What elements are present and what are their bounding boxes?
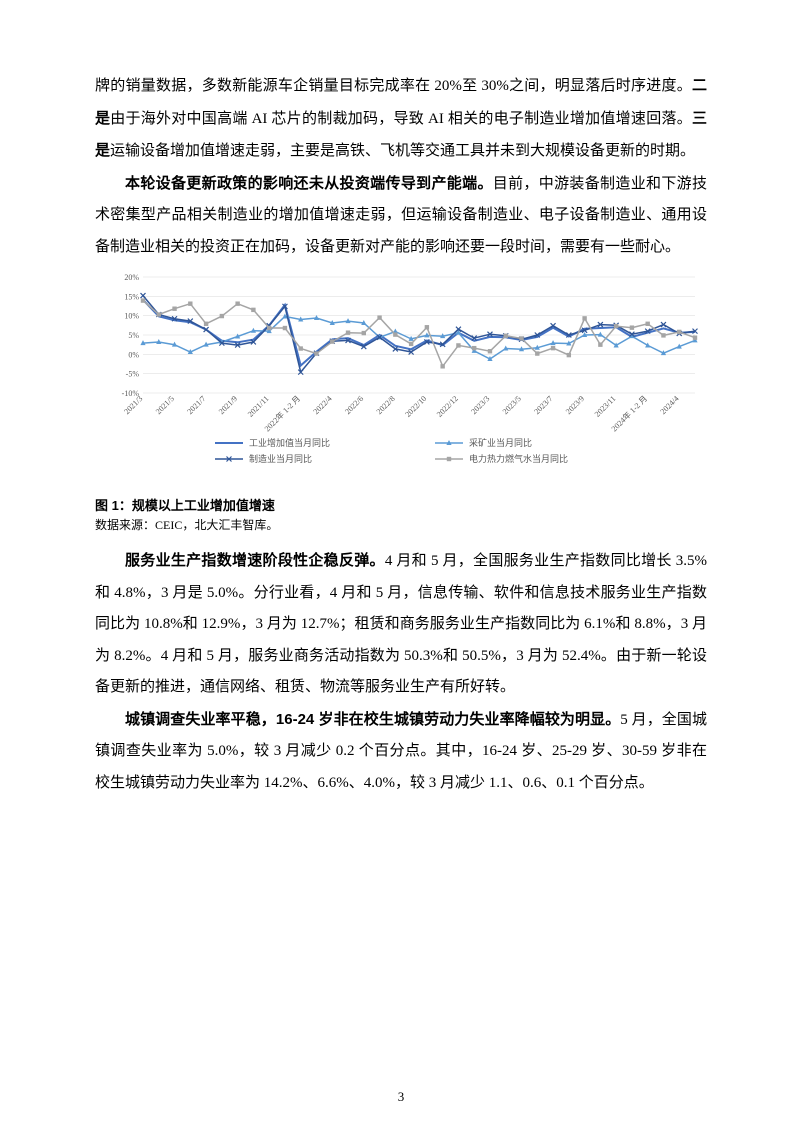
svg-text:2021/11: 2021/11 — [246, 394, 271, 419]
chart-image: -10%-5%0%5%10%15%20%2021/32021/52021/720… — [95, 271, 707, 491]
paragraph-4: 城镇调查失业率平稳，16-24 岁非在校生城镇劳动力失业率降幅较为明显。5 月，… — [95, 704, 707, 800]
svg-text:2023/3: 2023/3 — [469, 394, 491, 416]
svg-text:2022/4: 2022/4 — [312, 394, 334, 416]
p1-text-c: 由于海外对中国高端 AI 芯片的制裁加码，导致 AI 相关的电子制造业增加值增速… — [110, 111, 692, 127]
svg-text:2021/5: 2021/5 — [154, 394, 176, 416]
svg-text:2021/9: 2021/9 — [217, 394, 239, 416]
page-container: 牌的销量数据，多数新能源车企销量目标完成率在 20%至 30%之间，明显落后时序… — [0, 0, 802, 1133]
svg-text:2022/10: 2022/10 — [403, 394, 428, 419]
svg-text:2022/6: 2022/6 — [343, 394, 365, 416]
svg-text:20%: 20% — [124, 273, 139, 282]
svg-text:2022/12: 2022/12 — [435, 394, 460, 419]
svg-text:采矿业当月同比: 采矿业当月同比 — [469, 437, 532, 448]
svg-text:工业增加值当月同比: 工业增加值当月同比 — [249, 437, 330, 448]
paragraph-3: 服务业生产指数增速阶段性企稳反弹。4 月和 5 月，全国服务业生产指数同比增长 … — [95, 545, 707, 704]
svg-text:5%: 5% — [128, 331, 139, 340]
paragraph-1: 牌的销量数据，多数新能源车企销量目标完成率在 20%至 30%之间，明显落后时序… — [95, 70, 707, 168]
p1-text-a: 牌的销量数据，多数新能源车企销量目标完成率在 20%至 30%之间，明显落后时序… — [95, 78, 692, 94]
p3-bold-a: 服务业生产指数增速阶段性企稳反弹。 — [125, 552, 385, 569]
svg-text:2024/4: 2024/4 — [659, 394, 681, 416]
p3-text-b: 4 月和 5 月，全国服务业生产指数同比增长 3.5%和 4.8%，3 月是 5… — [95, 553, 707, 695]
svg-text:0%: 0% — [128, 350, 139, 359]
svg-text:制造业当月同比: 制造业当月同比 — [249, 453, 312, 464]
svg-text:电力热力燃气水当月同比: 电力热力燃气水当月同比 — [469, 453, 568, 464]
svg-text:2022/8: 2022/8 — [375, 394, 397, 416]
page-number: 3 — [0, 1089, 802, 1105]
p2-bold-a: 本轮设备更新政策的影响还未从投资端传导到产能端。 — [125, 175, 493, 192]
svg-text:15%: 15% — [124, 292, 139, 301]
svg-text:2021/7: 2021/7 — [185, 394, 207, 416]
svg-text:2023/11: 2023/11 — [593, 394, 618, 419]
svg-text:2023/5: 2023/5 — [501, 394, 523, 416]
p4-bold-a: 城镇调查失业率平稳，16-24 岁非在校生城镇劳动力失业率降幅较为明显。 — [125, 711, 620, 728]
svg-text:10%: 10% — [124, 312, 139, 321]
chart-source: 数据来源：CEIC，北大汇丰智库。 — [95, 516, 707, 533]
svg-text:2023/7: 2023/7 — [532, 394, 554, 416]
chart-title: 图 1：规模以上工业增加值增速 — [95, 495, 707, 514]
line-chart-svg: -10%-5%0%5%10%15%20%2021/32021/52021/720… — [95, 271, 707, 491]
svg-text:-5%: -5% — [126, 370, 140, 379]
paragraph-2: 本轮设备更新政策的影响还未从投资端传导到产能端。目前，中游装备制造业和下游技术密… — [95, 168, 707, 264]
svg-text:2023/9: 2023/9 — [564, 394, 586, 416]
p1-text-e: 运输设备增加值增速走弱，主要是高铁、飞机等交通工具并未到大规模设备更新的时期。 — [110, 143, 695, 159]
